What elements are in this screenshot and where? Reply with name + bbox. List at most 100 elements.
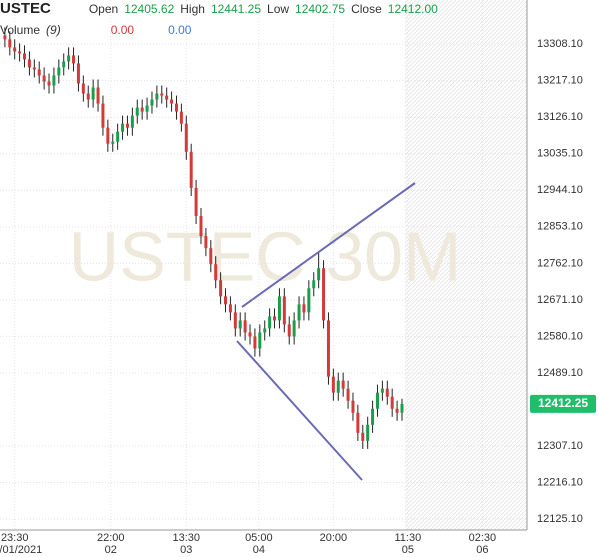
candle-body [150,99,154,106]
candle-body [243,320,247,333]
candle-body [390,396,394,409]
label: High [180,2,205,16]
candle-body [18,51,22,54]
candle-body [8,39,12,48]
x-tick-label: 23:30 [1,532,29,544]
candle-body [219,280,223,297]
label: (9) [46,23,61,37]
candle-body [27,59,31,68]
x-tick-label: 22:00 [97,532,125,544]
value: 0.00 [110,23,135,37]
candle-body [125,123,129,128]
candle-body [199,216,203,237]
x-date-label: 04 [253,544,265,556]
candle-body [145,105,149,112]
candle-body [130,115,134,128]
candle-body [214,264,218,281]
label: Low [267,2,290,16]
candle-body [81,83,85,94]
candle-body [155,93,159,100]
future-area [405,0,527,530]
candle-body [238,320,242,329]
candle-body [400,403,404,413]
candle-body [248,332,252,337]
candle-body [67,55,71,62]
candle-body [297,304,301,321]
candle-body [253,336,257,349]
candle-body [47,81,51,86]
candle-body [287,324,291,337]
candle-body [179,111,183,124]
x-date-label: 03/01/2021 [0,544,42,556]
y-tick-label: 12580.10 [537,330,583,342]
x-tick-label: 11:30 [395,532,422,544]
label: Close [351,2,382,16]
candle-body [101,103,105,128]
x-tick-label: 05:00 [245,532,273,544]
candle-body [121,123,125,132]
candle-body [228,304,232,313]
candle-body [282,296,286,325]
candle-body [385,388,389,397]
candle-body [375,392,379,409]
value: 12405.62 [124,2,175,16]
candle-body [307,288,311,313]
candle-body [189,151,193,188]
candle-body [361,432,365,441]
candle-body [170,99,174,104]
candle-body [72,55,76,64]
candle-body [42,75,46,82]
candle-body [13,47,17,52]
y-tick-label: 12944.10 [537,184,583,196]
x-tick-label: 20:00 [320,532,348,544]
candle-body [395,408,399,413]
candle-body [341,380,345,389]
label: Volume [0,23,41,37]
candle-body [331,376,335,393]
candle-body [52,75,56,86]
candle-body [317,268,321,281]
candle-body [86,93,90,100]
candle-body [165,95,169,100]
candle-body [292,320,296,337]
x-tick-label: 02:30 [469,532,497,544]
last-price-box [530,394,596,413]
y-tick-label: 12853.10 [537,221,583,233]
candle-body [326,320,330,377]
value: 12412.00 [387,2,438,16]
candle-body [371,408,375,425]
candle-body [111,141,115,144]
y-tick-label: 12307.10 [537,440,583,452]
candle-body [346,388,350,401]
label: Open [88,2,119,16]
candle-body [96,87,100,104]
last-price-label: 12412.25 [538,396,588,410]
candle-body [106,127,110,144]
trend-line [236,340,363,481]
candle-body [312,280,316,289]
candle-body [356,412,360,433]
watermark: USTEC 30M [69,217,462,295]
candle-body [263,328,267,333]
y-tick-label: 13217.10 [537,75,583,87]
candle-body [160,93,164,96]
candle-body [336,380,340,393]
candle-body [3,35,7,40]
candle-body [135,107,139,116]
candle-body [351,400,355,413]
y-tick-label: 12489.10 [537,367,583,379]
candle-body [37,69,41,76]
x-date-label: 03 [180,544,192,556]
x-date-label: 05 [402,544,414,556]
candle-body [366,424,370,441]
candle-body [76,63,80,84]
value: 12441.25 [210,2,262,16]
value: 0.00 [168,23,192,37]
x-tick-label: 13:30 [173,532,201,544]
candle-body [204,236,208,249]
y-tick-label: 13035.10 [537,148,583,160]
candle-body [277,296,281,321]
y-tick-label: 12671.10 [537,294,583,306]
